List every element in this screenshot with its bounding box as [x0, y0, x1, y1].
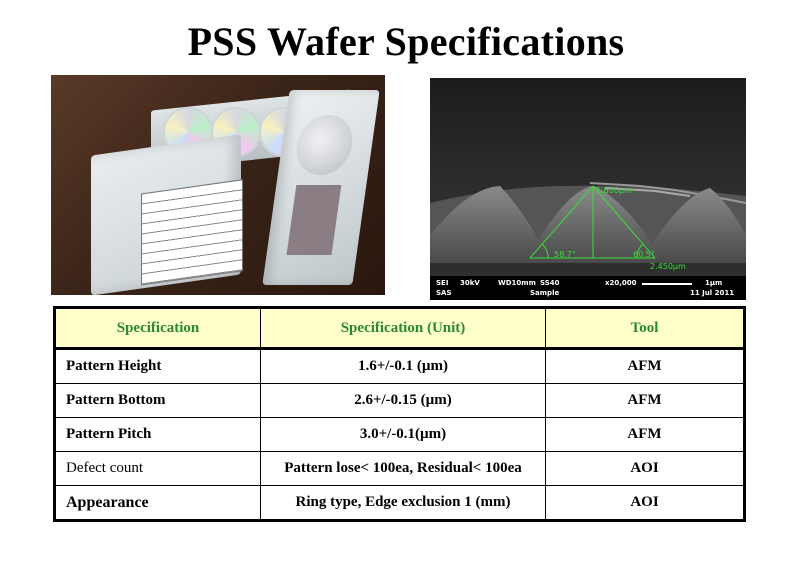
cone-pattern: [430, 186, 550, 263]
header-specification-unit: Specification (Unit): [260, 307, 546, 350]
table-row: Appearance Ring type, Edge exclusion 1 (…: [54, 485, 745, 521]
spec-tool: AFM: [545, 383, 745, 418]
header-specification: Specification: [54, 307, 261, 350]
sem-voltage: 30kV: [460, 279, 480, 287]
header-tool: Tool: [545, 307, 745, 350]
sem-cross-section: [430, 78, 746, 276]
table-row: Pattern Height 1.6+/-0.1 (µm) AFM: [54, 348, 745, 384]
spec-value: 3.0+/-0.1(µm): [260, 417, 546, 452]
spec-name: Pattern Pitch: [54, 417, 261, 452]
spec-tool: AFM: [545, 417, 745, 452]
spec-name: Defect count: [54, 451, 261, 486]
spec-value: 1.6+/-0.1 (µm): [260, 348, 546, 384]
sem-working-distance: WD10mm: [498, 279, 536, 287]
sem-sample: Sample: [530, 289, 560, 297]
angle-right-measurement: 60.5°: [633, 250, 655, 259]
wafer-carrier-photo: [51, 75, 385, 295]
sem-scale-label: 1µm: [705, 279, 723, 287]
cone-pattern: [640, 188, 746, 263]
spec-tool: AOI: [545, 485, 745, 521]
spec-value: Ring type, Edge exclusion 1 (mm): [260, 485, 546, 521]
spec-value: Pattern lose< 100ea, Residual< 100ea: [260, 451, 546, 486]
page-title: PSS Wafer Specifications: [187, 19, 625, 64]
sem-magnification: x20,000: [605, 279, 637, 287]
table-row: Pattern Pitch 3.0+/-0.1(µm) AFM: [54, 417, 745, 452]
spec-tool: AOI: [545, 451, 745, 486]
wafer-disc: [292, 115, 357, 175]
wafer-box: [91, 134, 243, 295]
spec-tool: AFM: [545, 348, 745, 384]
height-measurement: 1.600µm: [596, 186, 632, 195]
sem-detector: SEI: [436, 279, 449, 287]
spec-name: Pattern Bottom: [54, 383, 261, 418]
width-measurement: 2.450µm: [650, 262, 686, 271]
table-header-row: Specification Specification (Unit) Tool: [54, 307, 745, 350]
table-row: Defect count Pattern lose< 100ea, Residu…: [54, 451, 745, 486]
box-slot: [286, 185, 342, 255]
spec-value: 2.6+/-0.15 (µm): [260, 383, 546, 418]
spec-table: Specification Specification (Unit) Tool …: [53, 306, 746, 522]
sem-spot-size: SS40: [540, 279, 560, 287]
table-row: Pattern Bottom 2.6+/-0.15 (µm) AFM: [54, 383, 745, 418]
sem-scale-bar: [642, 283, 692, 285]
sem-date: 11 Jul 2011: [690, 289, 735, 297]
spec-name: Appearance: [54, 485, 261, 521]
box-label-sticker: [141, 179, 243, 286]
sem-operator: SAS: [436, 289, 452, 297]
sem-image: 1.600µm 58.7° 60.5° 2.450µm SEI 30kV WD1…: [430, 78, 746, 300]
cone-pattern: [525, 186, 665, 263]
angle-left-measurement: 58.7°: [554, 250, 576, 259]
sem-info-bar: SEI 30kV WD10mm SS40 x20,000 1µm SAS Sam…: [430, 276, 746, 300]
spec-name: Pattern Height: [54, 348, 261, 384]
